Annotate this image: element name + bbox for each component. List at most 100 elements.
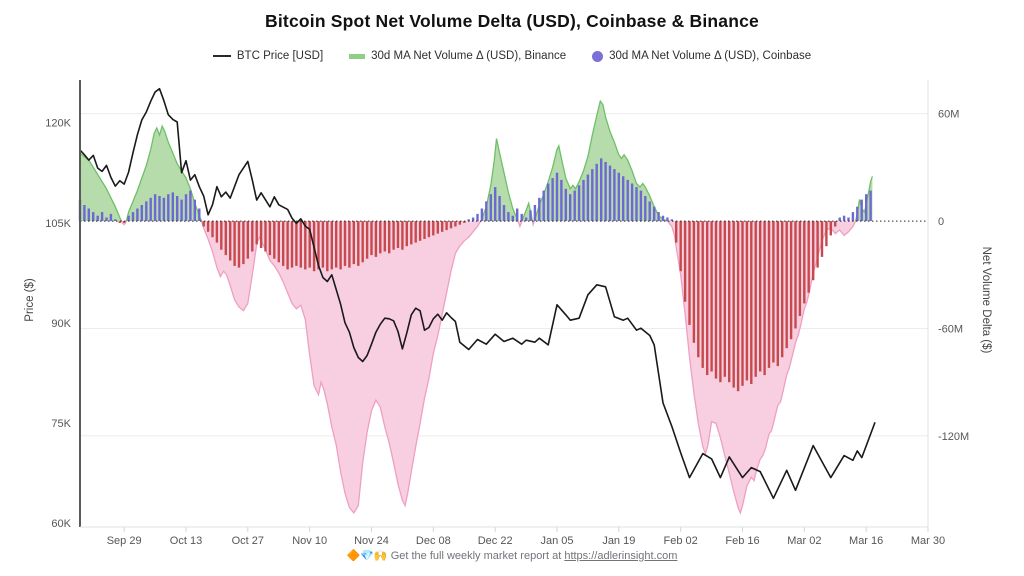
coinbase-bar <box>529 210 532 221</box>
coinbase-bar <box>524 217 528 222</box>
circle-marker-icon <box>592 50 604 62</box>
footer-text: Get the full weekly market report at <box>390 550 562 562</box>
coinbase-bar <box>538 197 541 222</box>
coinbase-bar <box>838 217 841 222</box>
coinbase-bar <box>834 221 837 227</box>
coinbase-bar <box>670 219 673 222</box>
coinbase-bar <box>692 221 696 343</box>
btc-price-line <box>79 87 876 500</box>
coinbase-bar <box>865 194 868 222</box>
coinbase-bar <box>489 194 492 222</box>
coinbase-bar <box>710 221 713 372</box>
coinbase-bar <box>573 190 576 221</box>
coinbase-bar <box>719 221 722 383</box>
coinbase-bar <box>772 221 775 363</box>
coinbase-bar <box>295 221 298 266</box>
coinbase-bar <box>105 217 108 222</box>
coinbase-bar <box>842 215 846 222</box>
coinbase-bar <box>471 217 475 222</box>
coinbase-bar <box>299 221 302 268</box>
coinbase-bar <box>114 219 117 222</box>
coinbase-bar <box>282 221 285 266</box>
coinbase-bar <box>308 221 311 268</box>
coinbase-bar <box>608 165 612 222</box>
coinbase-bar <box>498 196 501 222</box>
coinbase-bar <box>533 205 537 222</box>
footer-link[interactable]: https://adlerinsight.com <box>564 550 678 562</box>
coinbase-bar <box>480 208 484 221</box>
volume-tick-label: -60M <box>938 323 963 335</box>
coinbase-bar <box>635 187 638 222</box>
coinbase-bar <box>785 221 788 349</box>
coinbase-bar <box>370 221 373 256</box>
coinbase-bar <box>582 179 585 222</box>
coinbase-bar <box>569 194 572 222</box>
coinbase-bar <box>789 221 793 340</box>
x-tick-label: Feb 16 <box>725 535 759 547</box>
coinbase-bar <box>145 201 148 222</box>
coinbase-bar <box>825 221 828 247</box>
coinbase-bar <box>136 208 139 221</box>
coinbase-bar <box>586 174 590 221</box>
coinbase-bar <box>555 172 559 221</box>
coinbase-bar <box>383 221 386 252</box>
price-tick-label: 75K <box>51 418 71 430</box>
coinbase-bar <box>507 212 510 222</box>
coinbase-bar <box>348 221 351 268</box>
coinbase-bar <box>335 221 338 268</box>
coinbase-bar <box>794 221 797 329</box>
coinbase-bar <box>392 221 395 250</box>
coinbase-bar <box>343 221 347 266</box>
coinbase-bar <box>109 213 113 222</box>
coinbase-bar <box>476 213 479 222</box>
price-tick-label: 120K <box>45 118 71 130</box>
price-tick-label: 105K <box>45 218 71 230</box>
legend-item-coinbase[interactable]: 30d MA Net Volume Δ (USD), Coinbase <box>592 50 811 62</box>
legend-item-btc-price[interactable]: BTC Price [USD] <box>212 50 324 62</box>
coinbase-bar <box>454 221 457 227</box>
coinbase-bar <box>763 221 766 376</box>
coinbase-bar <box>653 206 656 221</box>
footer-emojis: 🔶💎🙌 <box>346 550 388 562</box>
legend-label: 30d MA Net Volume Δ (USD), Binance <box>371 50 567 62</box>
coinbase-bar <box>100 212 104 222</box>
coinbase-bar <box>198 208 201 221</box>
coinbase-bar <box>140 205 143 222</box>
coinbase-bar <box>829 221 832 236</box>
x-tick-label: Sep 29 <box>107 535 142 547</box>
coinbase-bar <box>441 221 444 232</box>
coinbase-bar <box>511 215 514 222</box>
legend-label: 30d MA Net Volume Δ (USD), Coinbase <box>609 50 812 62</box>
coinbase-bar <box>666 217 669 222</box>
coinbase-bar <box>436 221 439 234</box>
coinbase-bar <box>162 197 166 222</box>
coinbase-bar <box>96 215 99 222</box>
coinbase-bar <box>304 221 307 270</box>
volume-tick-label: 60M <box>938 109 959 121</box>
coinbase-bar <box>856 206 859 221</box>
coinbase-bar <box>339 221 342 270</box>
binance-line-positive <box>80 99 874 222</box>
legend-item-binance[interactable]: 30d MA Net Volume Δ (USD), Binance <box>349 50 566 62</box>
coinbase-bar <box>388 221 391 254</box>
coinbase-bar <box>264 221 267 252</box>
coinbase-bar <box>551 178 554 222</box>
legend-label: BTC Price [USD] <box>236 50 324 62</box>
coinbase-bar <box>237 221 241 268</box>
coinbase-bar <box>357 221 360 266</box>
coinbase-bar <box>860 199 863 222</box>
coinbase-bar <box>251 221 254 252</box>
x-tick-label: Mar 30 <box>911 535 945 547</box>
coinbase-bar <box>732 221 735 388</box>
coinbase-bar <box>798 221 802 316</box>
coinbase-bar <box>427 221 431 238</box>
coinbase-bar <box>706 221 709 376</box>
coinbase-bar <box>202 221 205 227</box>
coinbase-bar <box>410 221 413 245</box>
x-tick-label: Dec 22 <box>478 535 513 547</box>
coinbase-bar <box>622 176 625 222</box>
coinbase-bar <box>591 169 594 221</box>
coinbase-bar <box>781 221 784 358</box>
